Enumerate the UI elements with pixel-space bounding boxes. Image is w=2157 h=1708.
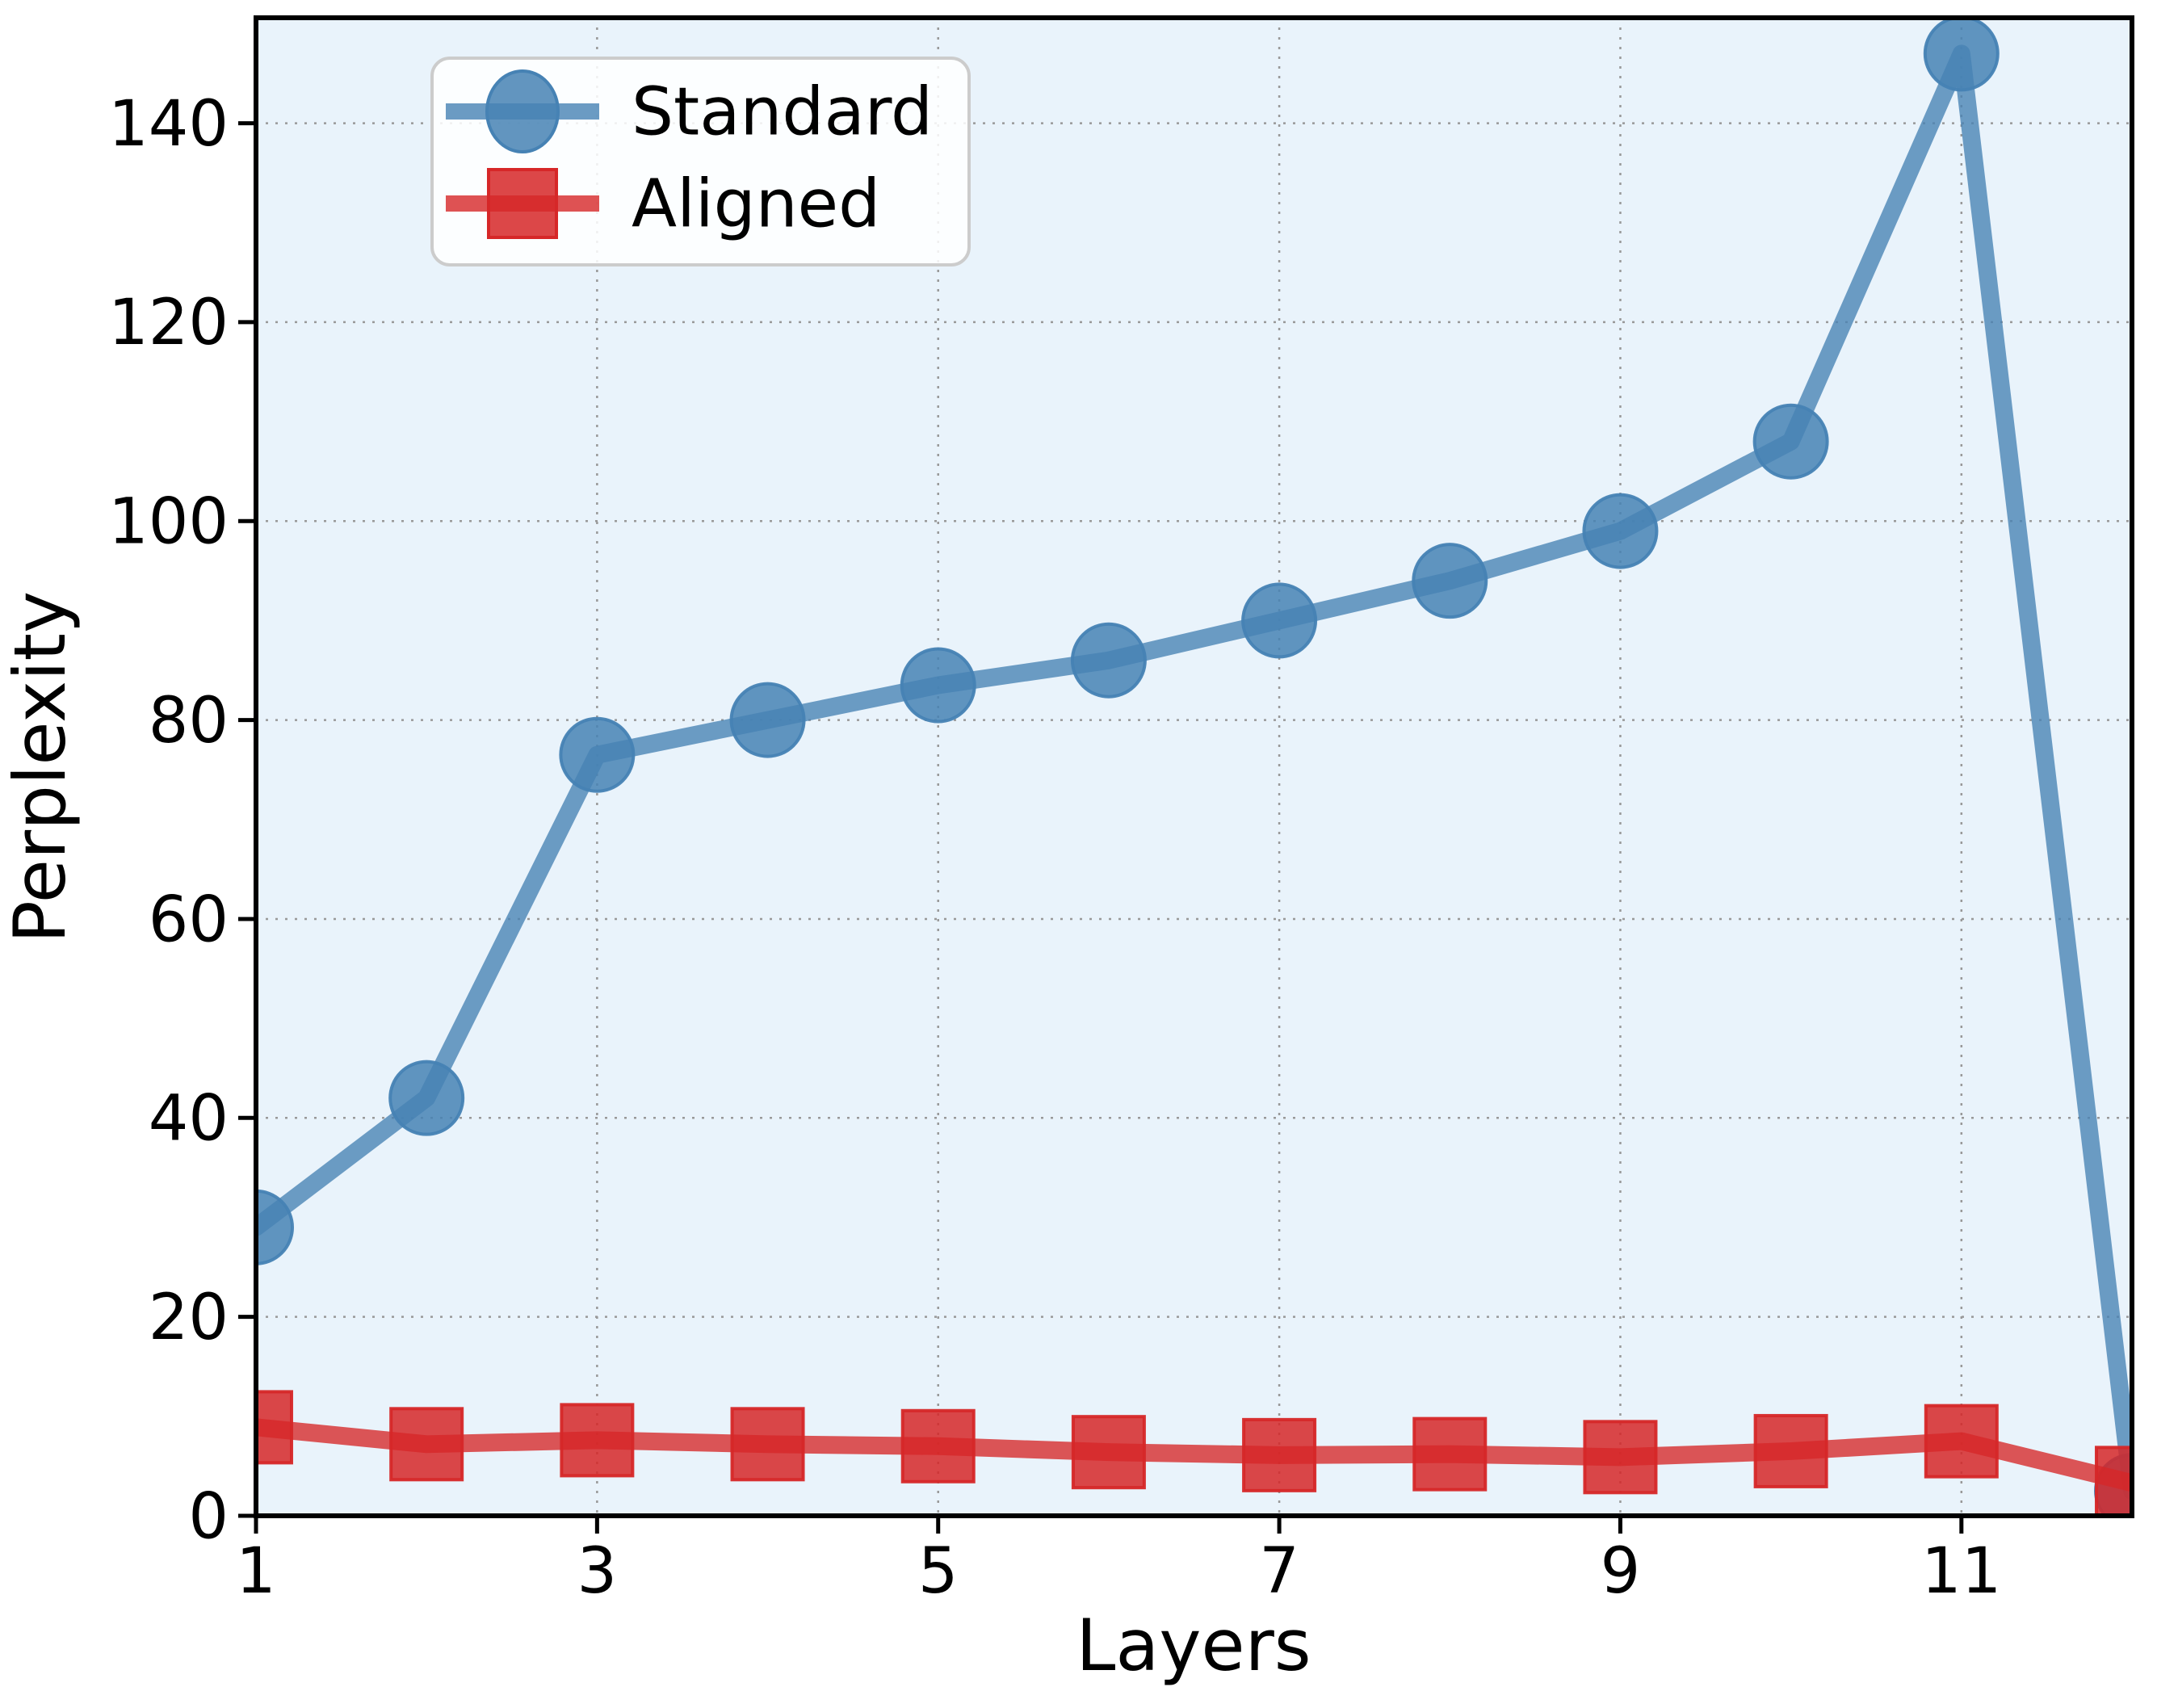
series-aligned <box>256 1390 2132 1516</box>
y-tick-label-140: 140 <box>108 88 229 161</box>
x-tick-label-9: 9 <box>1601 1535 1641 1608</box>
legend-aligned-square-marker <box>487 168 558 239</box>
legend-item-aligned: Aligned <box>446 166 880 243</box>
data-point-standard-layer-7 <box>1241 582 1318 659</box>
data-point-aligned-layer-7 <box>1242 1417 1317 1492</box>
data-point-aligned-layer-11 <box>1924 1404 1999 1479</box>
legend-item-standard: Standard <box>446 69 933 153</box>
legend-standard-label: Standard <box>632 74 933 151</box>
x-tick-label-11: 11 <box>1921 1535 2001 1608</box>
data-point-aligned-layer-3 <box>560 1403 635 1478</box>
data-point-aligned-layer-1 <box>256 1390 293 1465</box>
x-tick-label-1: 1 <box>236 1535 276 1608</box>
data-point-standard-layer-1 <box>256 1189 294 1265</box>
data-point-standard-layer-2 <box>388 1060 465 1136</box>
x-tick-label-3: 3 <box>577 1535 618 1608</box>
y-tick-label-80: 80 <box>149 685 229 757</box>
y-axis-title: Perplexity <box>0 591 82 943</box>
axis-ticks: 0 20 40 60 80 100 120 140 1 3 5 7 9 11 <box>108 88 2001 1608</box>
data-point-standard-layer-5 <box>900 647 976 724</box>
x-tick-label-7: 7 <box>1259 1535 1299 1608</box>
data-point-standard-layer-11 <box>1923 18 2000 92</box>
x-tick-label-5: 5 <box>918 1535 959 1608</box>
plot-border <box>254 15 2134 1518</box>
legend: Standard Aligned <box>430 57 971 266</box>
data-point-standard-layer-6 <box>1070 622 1147 699</box>
y-tick-label-120: 120 <box>108 287 229 359</box>
data-point-standard-layer-4 <box>729 682 806 758</box>
y-tick-label-20: 20 <box>149 1282 229 1354</box>
data-point-aligned-layer-6 <box>1071 1415 1146 1490</box>
data-point-standard-layer-8 <box>1412 543 1488 619</box>
y-tick-label-100: 100 <box>108 486 229 559</box>
standard-line <box>256 44 2132 1500</box>
data-point-aligned-layer-4 <box>730 1407 805 1482</box>
x-axis-title: Layers <box>1076 1604 1311 1687</box>
data-point-aligned-layer-10 <box>1753 1413 1828 1488</box>
data-point-aligned-layer-8 <box>1412 1416 1488 1492</box>
legend-aligned-label: Aligned <box>632 166 880 243</box>
data-point-standard-layer-10 <box>1752 403 1829 480</box>
data-point-standard-layer-9 <box>1582 493 1659 569</box>
data-point-aligned-layer-5 <box>900 1408 976 1483</box>
y-tick-label-40: 40 <box>149 1083 229 1156</box>
y-tick-label-0: 0 <box>188 1480 229 1553</box>
y-tick-label-60: 60 <box>149 883 229 956</box>
series-standard <box>256 18 2132 1516</box>
data-point-aligned-layer-2 <box>389 1407 464 1482</box>
data-point-aligned-layer-9 <box>1583 1420 1658 1495</box>
legend-standard-circle-marker <box>485 69 560 153</box>
data-point-standard-layer-3 <box>559 716 636 793</box>
data-point-aligned-layer-12 <box>2095 1446 2132 1516</box>
